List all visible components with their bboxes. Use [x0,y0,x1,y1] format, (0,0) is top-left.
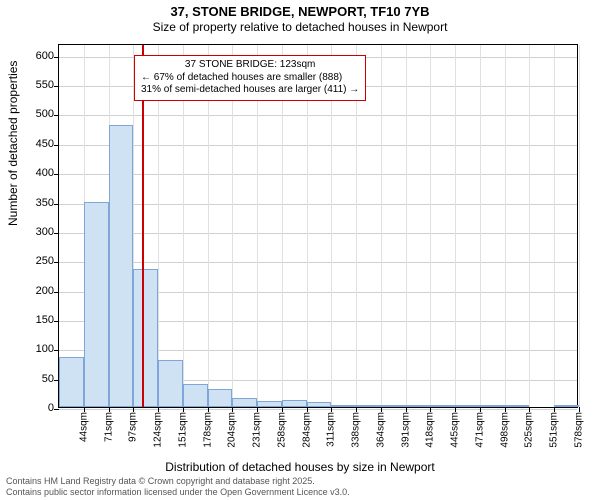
footer-line: Contains HM Land Registry data © Crown c… [6,476,350,487]
gridline-v [455,45,456,407]
y-tick-label: 100 [22,343,54,355]
histogram-bar [257,401,282,407]
annotation-line: 37 STONE BRIDGE: 123sqm [141,59,359,72]
ytick-mark [54,115,59,116]
histogram-bar [430,405,455,407]
ytick-mark [54,321,59,322]
histogram-bar [381,405,406,407]
x-tick-label: 498sqm [499,407,510,448]
histogram-bar [307,402,332,407]
plot-area: 44sqm71sqm97sqm124sqm151sqm178sqm204sqm2… [58,44,578,408]
ytick-mark [54,86,59,87]
histogram-bar [480,405,505,407]
histogram-bar [554,405,579,407]
y-tick-label: 50 [22,373,54,385]
annotation-line: 31% of semi-detached houses are larger (… [141,84,359,97]
y-tick-label: 600 [22,50,54,62]
ytick-mark [54,57,59,58]
x-tick-label: 71sqm [103,407,114,442]
histogram-bar [331,405,356,407]
gridline-h [59,262,577,263]
y-tick-label: 200 [22,285,54,297]
histogram-bar [406,405,431,407]
gridline-v [529,45,530,407]
footer-line: Contains public sector information licen… [6,487,350,498]
x-tick-label: 338sqm [351,407,362,448]
y-tick-label: 0 [22,402,54,414]
ytick-mark [54,350,59,351]
histogram-bar [158,360,183,407]
y-tick-label: 450 [22,138,54,150]
annotation-line: ← 67% of detached houses are smaller (88… [141,72,359,85]
x-tick-label: 231sqm [252,407,263,448]
x-tick-label: 525sqm [524,407,535,448]
y-tick-label: 300 [22,226,54,238]
x-tick-label: 418sqm [425,407,436,448]
histogram-bar [109,125,134,407]
page-title: 37, STONE BRIDGE, NEWPORT, TF10 7YB [0,4,600,19]
ytick-mark [54,292,59,293]
x-tick-label: 204sqm [227,407,238,448]
y-tick-label: 400 [22,167,54,179]
histogram-bar [208,389,233,407]
y-tick-label: 350 [22,197,54,209]
x-tick-label: 551sqm [549,407,560,448]
x-tick-label: 151sqm [177,407,188,448]
histogram-bar [356,405,381,407]
gridline-v [579,45,580,407]
x-tick-label: 44sqm [78,407,89,442]
ytick-mark [54,262,59,263]
annotation-box: 37 STONE BRIDGE: 123sqm← 67% of detached… [134,55,366,101]
x-tick-label: 178sqm [202,407,213,448]
y-tick-label: 500 [22,108,54,120]
histogram-bar [84,202,109,407]
x-tick-label: 97sqm [128,407,139,442]
gridline-v [505,45,506,407]
histogram-bar [505,405,530,407]
y-tick-label: 550 [22,79,54,91]
gridline-v [430,45,431,407]
histogram-bar [282,400,307,407]
x-tick-label: 284sqm [301,407,312,448]
x-tick-label: 258sqm [276,407,287,448]
histogram-bar [59,357,84,407]
x-axis-label: Distribution of detached houses by size … [0,460,600,474]
gridline-h [59,145,577,146]
gridline-h [59,174,577,175]
histogram-bar [455,405,480,407]
x-tick-label: 364sqm [375,407,386,448]
x-tick-label: 391sqm [400,407,411,448]
x-tick-label: 578sqm [574,407,585,448]
gridline-h [59,204,577,205]
ytick-mark [54,174,59,175]
x-tick-label: 311sqm [326,407,337,447]
gridline-v [406,45,407,407]
gridline-v [480,45,481,407]
histogram-bar [232,398,257,407]
x-tick-label: 445sqm [450,407,461,448]
x-tick-label: 471sqm [474,407,485,448]
ytick-mark [54,409,59,410]
histogram-chart: 44sqm71sqm97sqm124sqm151sqm178sqm204sqm2… [58,44,578,408]
ytick-mark [54,145,59,146]
gridline-v [381,45,382,407]
ytick-mark [54,204,59,205]
gridline-h [59,115,577,116]
gridline-h [59,233,577,234]
y-axis-label: Number of detached properties [6,61,20,226]
histogram-bar [183,384,208,407]
y-tick-label: 150 [22,314,54,326]
y-tick-label: 250 [22,255,54,267]
page-subtitle: Size of property relative to detached ho… [0,20,600,34]
ytick-mark [54,233,59,234]
gridline-v [554,45,555,407]
x-tick-label: 124sqm [153,407,164,448]
attribution-footer: Contains HM Land Registry data © Crown c… [6,476,350,498]
histogram-bar [133,269,158,407]
